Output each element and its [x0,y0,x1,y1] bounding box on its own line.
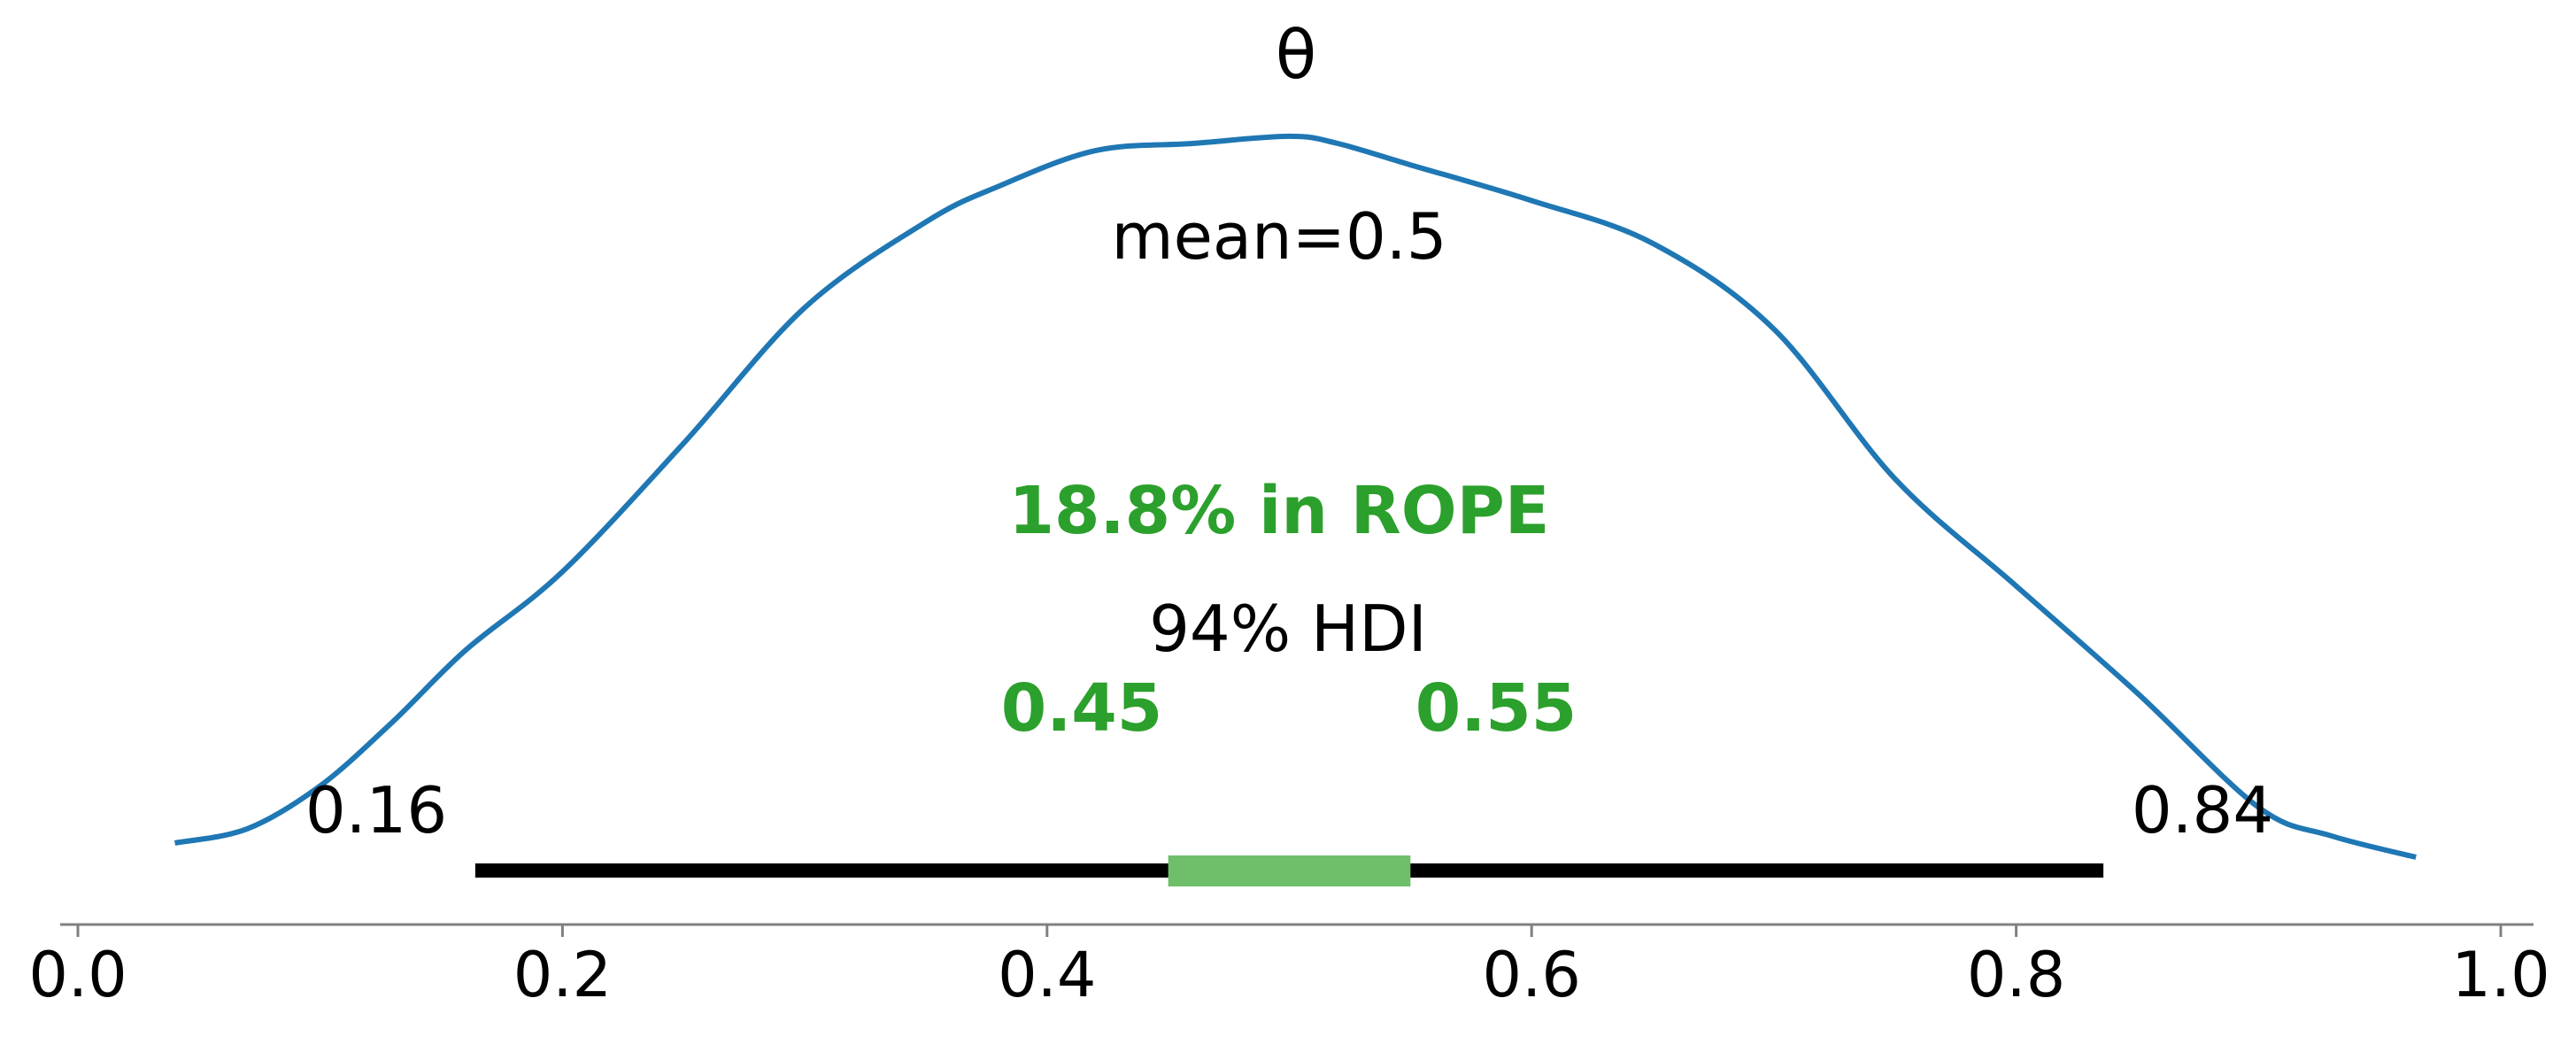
x-tick-label: 0.4 [998,939,1096,1011]
rope-high-label: 0.55 [1415,670,1577,747]
hdi-high-label: 0.84 [2132,773,2273,847]
hdi-label: 94% HDI [1149,592,1427,666]
rope-percentage-label: 18.8% in ROPE [1009,473,1550,549]
rope-band [1168,855,1411,886]
x-tick-label: 0.8 [1967,939,2065,1011]
x-tick-label: 1.0 [2451,939,2549,1011]
x-axis-ticks: 0.0 0.2 0.4 0.6 0.8 1.0 [28,925,2550,1011]
chart-title: θ [1276,15,1317,94]
x-tick-label: 0.0 [28,939,127,1011]
x-tick-label: 0.2 [513,939,612,1011]
rope-low-label: 0.45 [1001,670,1163,747]
density-curve [174,133,2417,860]
mean-label: mean=0.5 [1111,199,1446,274]
hdi-low-label: 0.16 [305,773,447,847]
x-tick-label: 0.6 [1483,939,1581,1011]
